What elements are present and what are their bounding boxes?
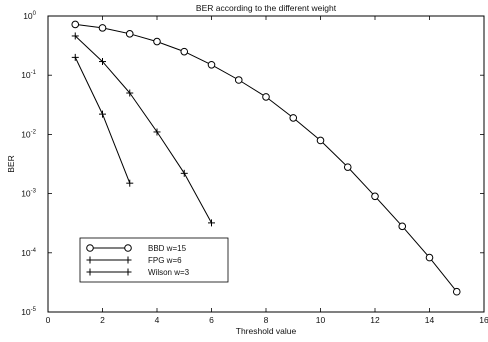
- x-tick-label: 10: [316, 315, 326, 325]
- y-axis-label: BER: [6, 155, 16, 172]
- data-point: [71, 20, 80, 29]
- x-tick-label: 16: [479, 315, 488, 325]
- legend-marker: [86, 268, 94, 276]
- legend-label: FPG w=6: [148, 256, 182, 265]
- x-tick-label: 14: [425, 315, 435, 325]
- series-layer: [71, 20, 461, 296]
- data-point: [425, 253, 434, 262]
- data-point: [234, 76, 243, 84]
- legend-marker: [86, 256, 94, 264]
- y-tick-label: 10-4: [21, 248, 36, 258]
- legend-label: BBD w=15: [148, 244, 187, 253]
- data-point: [207, 60, 216, 69]
- y-tick-label: 10-3: [21, 189, 36, 199]
- data-point: [398, 222, 407, 231]
- data-point: [99, 58, 106, 66]
- data-point: [153, 128, 161, 136]
- data-point: [99, 110, 106, 118]
- x-tick-label: 6: [209, 315, 214, 325]
- data-point: [98, 24, 107, 32]
- data-point: [71, 53, 79, 61]
- y-ticks: 100 10-1 10-2 10-3 10-4 10-5: [21, 11, 484, 317]
- legend-marker: [124, 244, 132, 252]
- x-tick-label: 8: [264, 315, 269, 325]
- x-tick-label: 12: [370, 315, 380, 325]
- data-point: [343, 163, 352, 171]
- x-axis-label: Threshold value: [236, 326, 297, 336]
- legend-label: Wilson w=3: [148, 268, 190, 277]
- data-point: [126, 89, 134, 97]
- legend-marker: [124, 268, 132, 276]
- data-point: [153, 37, 161, 46]
- data-point: [262, 93, 270, 101]
- data-point: [289, 114, 298, 122]
- data-point: [208, 219, 215, 227]
- series-1: [71, 20, 461, 296]
- data-point: [180, 169, 188, 177]
- data-point: [71, 32, 79, 40]
- legend: BBD w=15 FPG w=6 Wilson w=3: [79, 237, 229, 283]
- y-tick-label: 10-1: [21, 70, 36, 80]
- x-tick-label: 2: [100, 315, 105, 325]
- legend-entry: BBD w=15: [86, 244, 187, 253]
- data-point: [126, 179, 134, 187]
- legend-marker: [124, 256, 132, 264]
- data-point: [371, 192, 379, 201]
- series-3: [71, 53, 134, 187]
- series-2: [71, 32, 215, 227]
- legend-marker: [86, 244, 94, 252]
- series-line: [74, 35, 212, 224]
- legend-entry: Wilson w=3: [86, 268, 190, 277]
- x-tick-label: 4: [155, 315, 160, 325]
- y-tick-label: 10-5: [21, 307, 36, 317]
- x-ticks: 0 2 4 6 8 10 12 14 16: [46, 16, 488, 325]
- y-tick-label: 10-2: [21, 129, 36, 139]
- data-point: [316, 136, 325, 145]
- data-point: [452, 287, 461, 296]
- x-tick-label: 0: [46, 315, 51, 325]
- data-point: [180, 47, 189, 56]
- data-point: [125, 30, 134, 38]
- chart-title: BER according to the different weight: [196, 3, 337, 13]
- y-tick-label: 100: [23, 11, 36, 21]
- legend-entry: FPG w=6: [86, 256, 182, 265]
